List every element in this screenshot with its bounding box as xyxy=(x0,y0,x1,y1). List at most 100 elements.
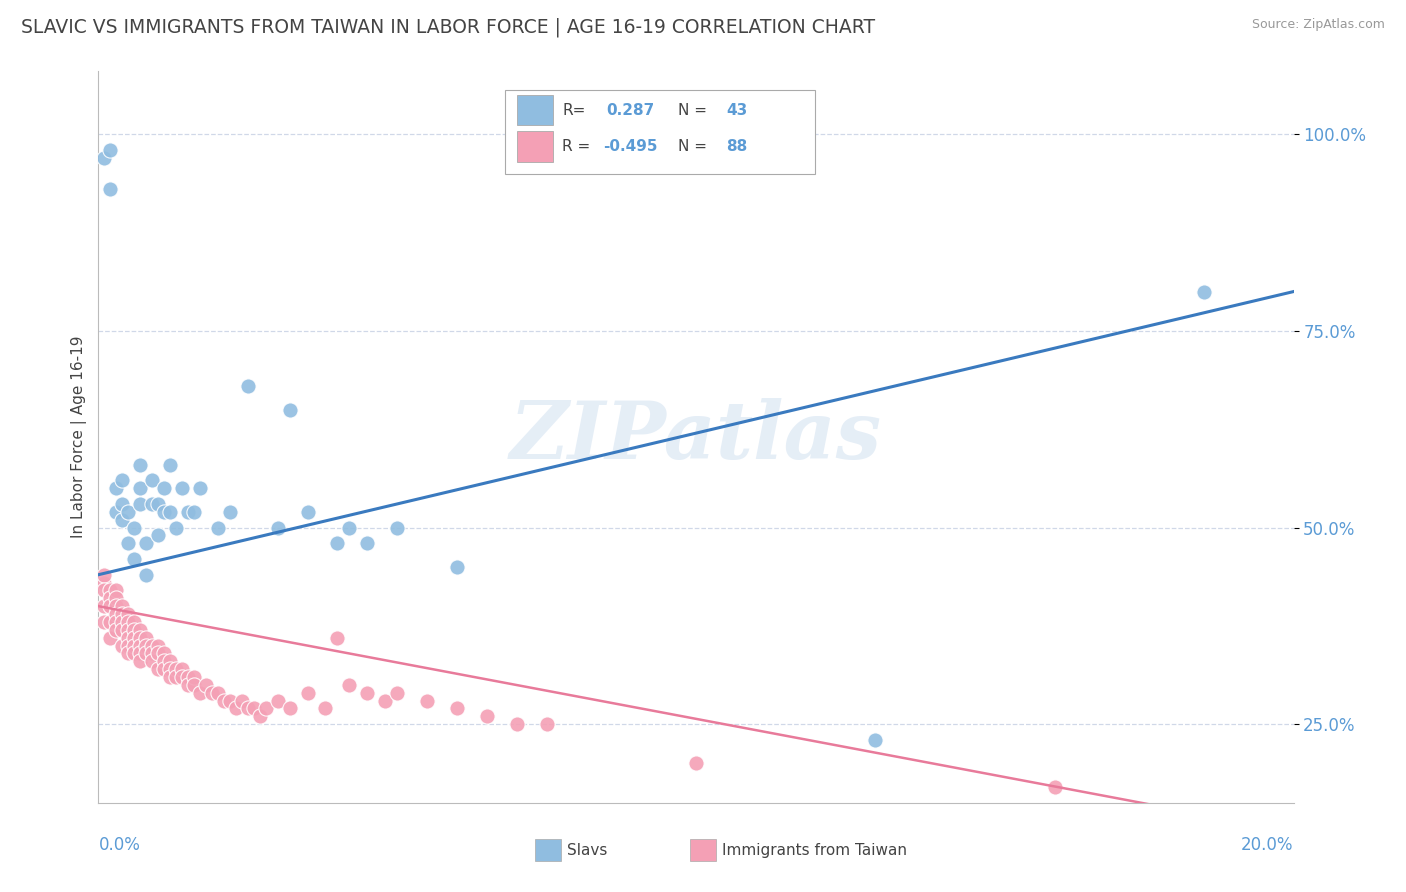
Point xyxy=(93,567,115,582)
Point xyxy=(135,536,157,550)
Point xyxy=(267,693,290,707)
Point xyxy=(105,583,128,598)
Point xyxy=(129,623,152,637)
Point xyxy=(172,662,194,676)
Point xyxy=(385,520,409,534)
Point xyxy=(446,701,468,715)
Point xyxy=(117,536,139,550)
Text: 43: 43 xyxy=(725,103,747,118)
Point xyxy=(165,520,187,534)
Point xyxy=(165,662,187,676)
Bar xyxy=(534,839,561,862)
Point xyxy=(117,646,139,660)
Point xyxy=(177,670,200,684)
Point xyxy=(117,505,139,519)
Point xyxy=(124,615,146,629)
Point xyxy=(212,693,235,707)
Point xyxy=(111,497,134,511)
Point xyxy=(374,693,396,707)
Point xyxy=(111,607,134,621)
Point xyxy=(1192,285,1215,299)
Point xyxy=(278,701,301,715)
Point xyxy=(249,709,271,723)
Point xyxy=(267,520,290,534)
Point xyxy=(124,623,146,637)
Point xyxy=(225,701,247,715)
Point xyxy=(159,654,181,668)
Text: N =: N = xyxy=(678,103,707,118)
Point xyxy=(297,505,319,519)
Point xyxy=(117,631,139,645)
Point xyxy=(141,646,163,660)
Text: 88: 88 xyxy=(725,139,747,154)
Point xyxy=(135,639,157,653)
Point xyxy=(98,615,122,629)
Point xyxy=(219,505,242,519)
Point xyxy=(172,481,194,495)
Point xyxy=(124,639,146,653)
Point xyxy=(446,559,468,574)
Point xyxy=(124,631,146,645)
Text: Source: ZipAtlas.com: Source: ZipAtlas.com xyxy=(1251,18,1385,31)
Point xyxy=(236,379,259,393)
Point xyxy=(183,678,205,692)
Point xyxy=(1043,780,1066,794)
Point xyxy=(105,505,128,519)
Point xyxy=(124,552,146,566)
Point xyxy=(188,481,211,495)
Point xyxy=(356,686,378,700)
Point xyxy=(117,615,139,629)
Bar xyxy=(517,95,553,126)
Point xyxy=(148,497,170,511)
Text: 20.0%: 20.0% xyxy=(1241,836,1294,854)
Point xyxy=(141,654,163,668)
Point xyxy=(865,732,887,747)
Point xyxy=(195,678,218,692)
Point xyxy=(188,686,211,700)
Point xyxy=(297,686,319,700)
Point xyxy=(685,756,707,771)
Point xyxy=(159,505,181,519)
Point xyxy=(159,662,181,676)
Point xyxy=(98,182,122,196)
Point xyxy=(129,497,152,511)
Point xyxy=(254,701,277,715)
Point xyxy=(117,639,139,653)
Point xyxy=(117,623,139,637)
Text: 0.0%: 0.0% xyxy=(98,836,141,854)
Point xyxy=(339,520,361,534)
Point xyxy=(148,639,170,653)
Point xyxy=(153,646,176,660)
Point xyxy=(165,670,187,684)
Point xyxy=(105,591,128,606)
Point xyxy=(207,686,229,700)
Text: -0.495: -0.495 xyxy=(603,139,657,154)
Text: R=: R= xyxy=(562,103,585,118)
Point xyxy=(159,458,181,472)
Point xyxy=(153,481,176,495)
Point xyxy=(177,678,200,692)
Point xyxy=(141,639,163,653)
FancyBboxPatch shape xyxy=(505,90,815,174)
Point xyxy=(243,701,266,715)
Point xyxy=(183,670,205,684)
Point xyxy=(153,505,176,519)
Point xyxy=(219,693,242,707)
Point xyxy=(506,717,529,731)
Point xyxy=(111,639,134,653)
Point xyxy=(98,599,122,614)
Point xyxy=(315,701,337,715)
Bar xyxy=(690,839,716,862)
Text: SLAVIC VS IMMIGRANTS FROM TAIWAN IN LABOR FORCE | AGE 16-19 CORRELATION CHART: SLAVIC VS IMMIGRANTS FROM TAIWAN IN LABO… xyxy=(21,18,875,37)
Point xyxy=(159,670,181,684)
Point xyxy=(278,402,301,417)
Point xyxy=(98,143,122,157)
Point xyxy=(105,615,128,629)
Point xyxy=(326,631,349,645)
Point xyxy=(129,458,152,472)
Text: 0.287: 0.287 xyxy=(606,103,655,118)
Point xyxy=(475,709,498,723)
Point xyxy=(98,591,122,606)
Point xyxy=(93,151,115,165)
Point xyxy=(111,615,134,629)
